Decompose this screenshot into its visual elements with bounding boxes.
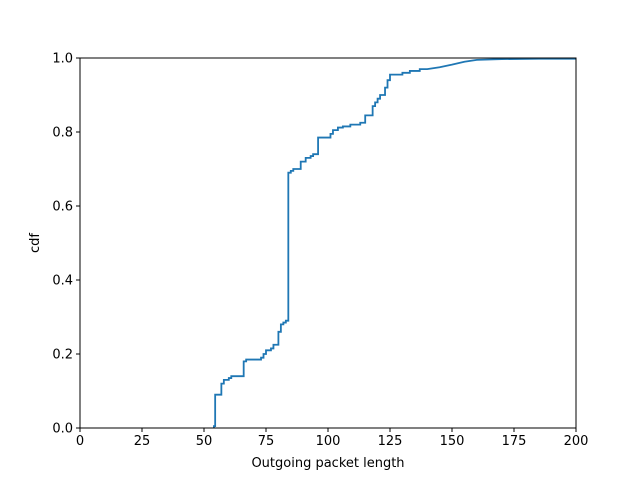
x-tick-label: 25 bbox=[134, 434, 151, 449]
x-tick-label: 50 bbox=[196, 434, 213, 449]
x-tick-label: 200 bbox=[564, 434, 589, 449]
x-tick-label: 125 bbox=[378, 434, 403, 449]
y-tick-label: 0.8 bbox=[52, 126, 73, 141]
y-axis-label: cdf bbox=[28, 233, 43, 253]
plot-frame bbox=[79, 57, 577, 429]
x-axis-ticks: 0 25 50 75 100 125 150 175 200 bbox=[76, 428, 589, 449]
x-axis-label: Outgoing packet length bbox=[251, 456, 404, 471]
y-tick-label: 0.4 bbox=[52, 274, 73, 289]
y-tick-label: 0.6 bbox=[52, 200, 73, 215]
y-axis-ticks: 0.0 0.2 0.4 0.6 0.8 1.0 bbox=[52, 52, 80, 437]
x-tick-label: 100 bbox=[316, 434, 341, 449]
cdf-line bbox=[213, 57, 576, 428]
y-tick-label: 0.2 bbox=[52, 348, 73, 363]
x-tick-label: 150 bbox=[440, 434, 465, 449]
x-tick-label: 75 bbox=[258, 434, 275, 449]
plot-area bbox=[213, 57, 576, 428]
y-tick-label: 1.0 bbox=[52, 52, 73, 67]
x-tick-label: 0 bbox=[76, 434, 84, 449]
y-tick-label: 0.0 bbox=[52, 422, 73, 437]
x-tick-label: 175 bbox=[502, 434, 527, 449]
